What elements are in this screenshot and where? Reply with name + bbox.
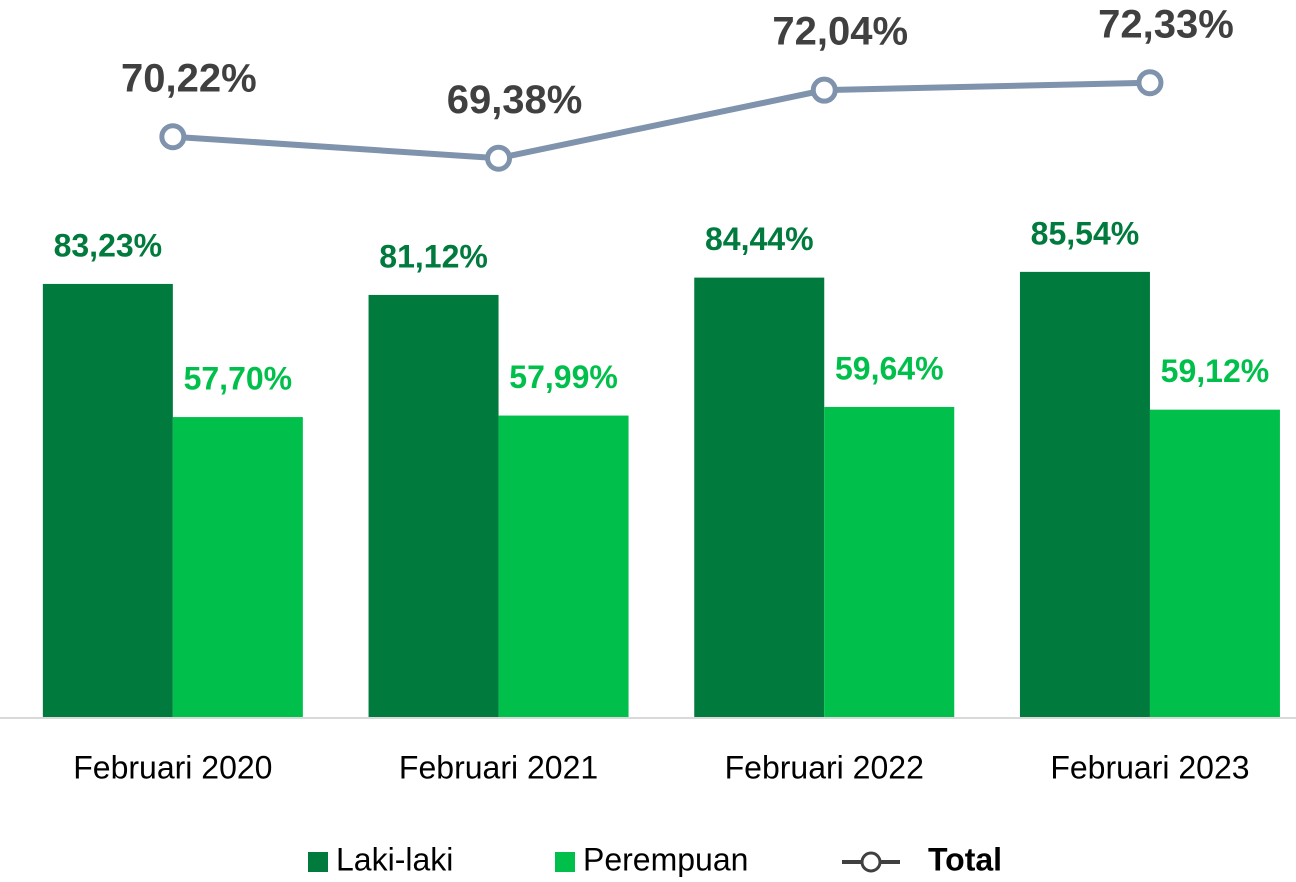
data-label: 85,54% xyxy=(1031,215,1140,251)
data-label: 69,38% xyxy=(447,78,583,122)
bar xyxy=(42,283,173,718)
bar xyxy=(172,417,303,718)
data-label: 83,23% xyxy=(54,227,163,263)
bar xyxy=(368,294,499,718)
data-label: 70,22% xyxy=(121,56,257,100)
x-tick-label: Februari 2021 xyxy=(399,749,598,785)
x-tick-label: Februari 2022 xyxy=(725,749,924,785)
bar xyxy=(498,415,629,718)
legend-swatch xyxy=(555,852,575,872)
data-label: 59,64% xyxy=(835,350,944,386)
legend-marker xyxy=(860,851,882,873)
data-label: 57,99% xyxy=(509,359,618,395)
line xyxy=(172,79,1151,162)
x-tick-label: Februari 2020 xyxy=(73,749,272,785)
legend-label: Laki-laki xyxy=(336,841,453,877)
data-label: 84,44% xyxy=(705,221,814,257)
data-label: 72,33% xyxy=(1098,2,1234,46)
x-tick-label: Februari 2023 xyxy=(1050,749,1249,785)
data-label: 72,04% xyxy=(772,10,908,54)
bar xyxy=(1149,409,1280,718)
bar xyxy=(1019,271,1150,718)
line-marker xyxy=(159,123,187,151)
bar xyxy=(694,277,825,718)
data-label: 57,70% xyxy=(184,361,293,397)
data-label: 59,12% xyxy=(1161,353,1270,389)
line-marker xyxy=(485,144,513,172)
line-marker xyxy=(810,76,838,104)
legend-label: Perempuan xyxy=(583,841,748,877)
data-label: 81,12% xyxy=(379,238,488,274)
line-marker xyxy=(1136,69,1164,97)
legend-swatch xyxy=(308,852,328,872)
bar xyxy=(824,406,955,718)
legend-label: Total xyxy=(928,841,1002,877)
